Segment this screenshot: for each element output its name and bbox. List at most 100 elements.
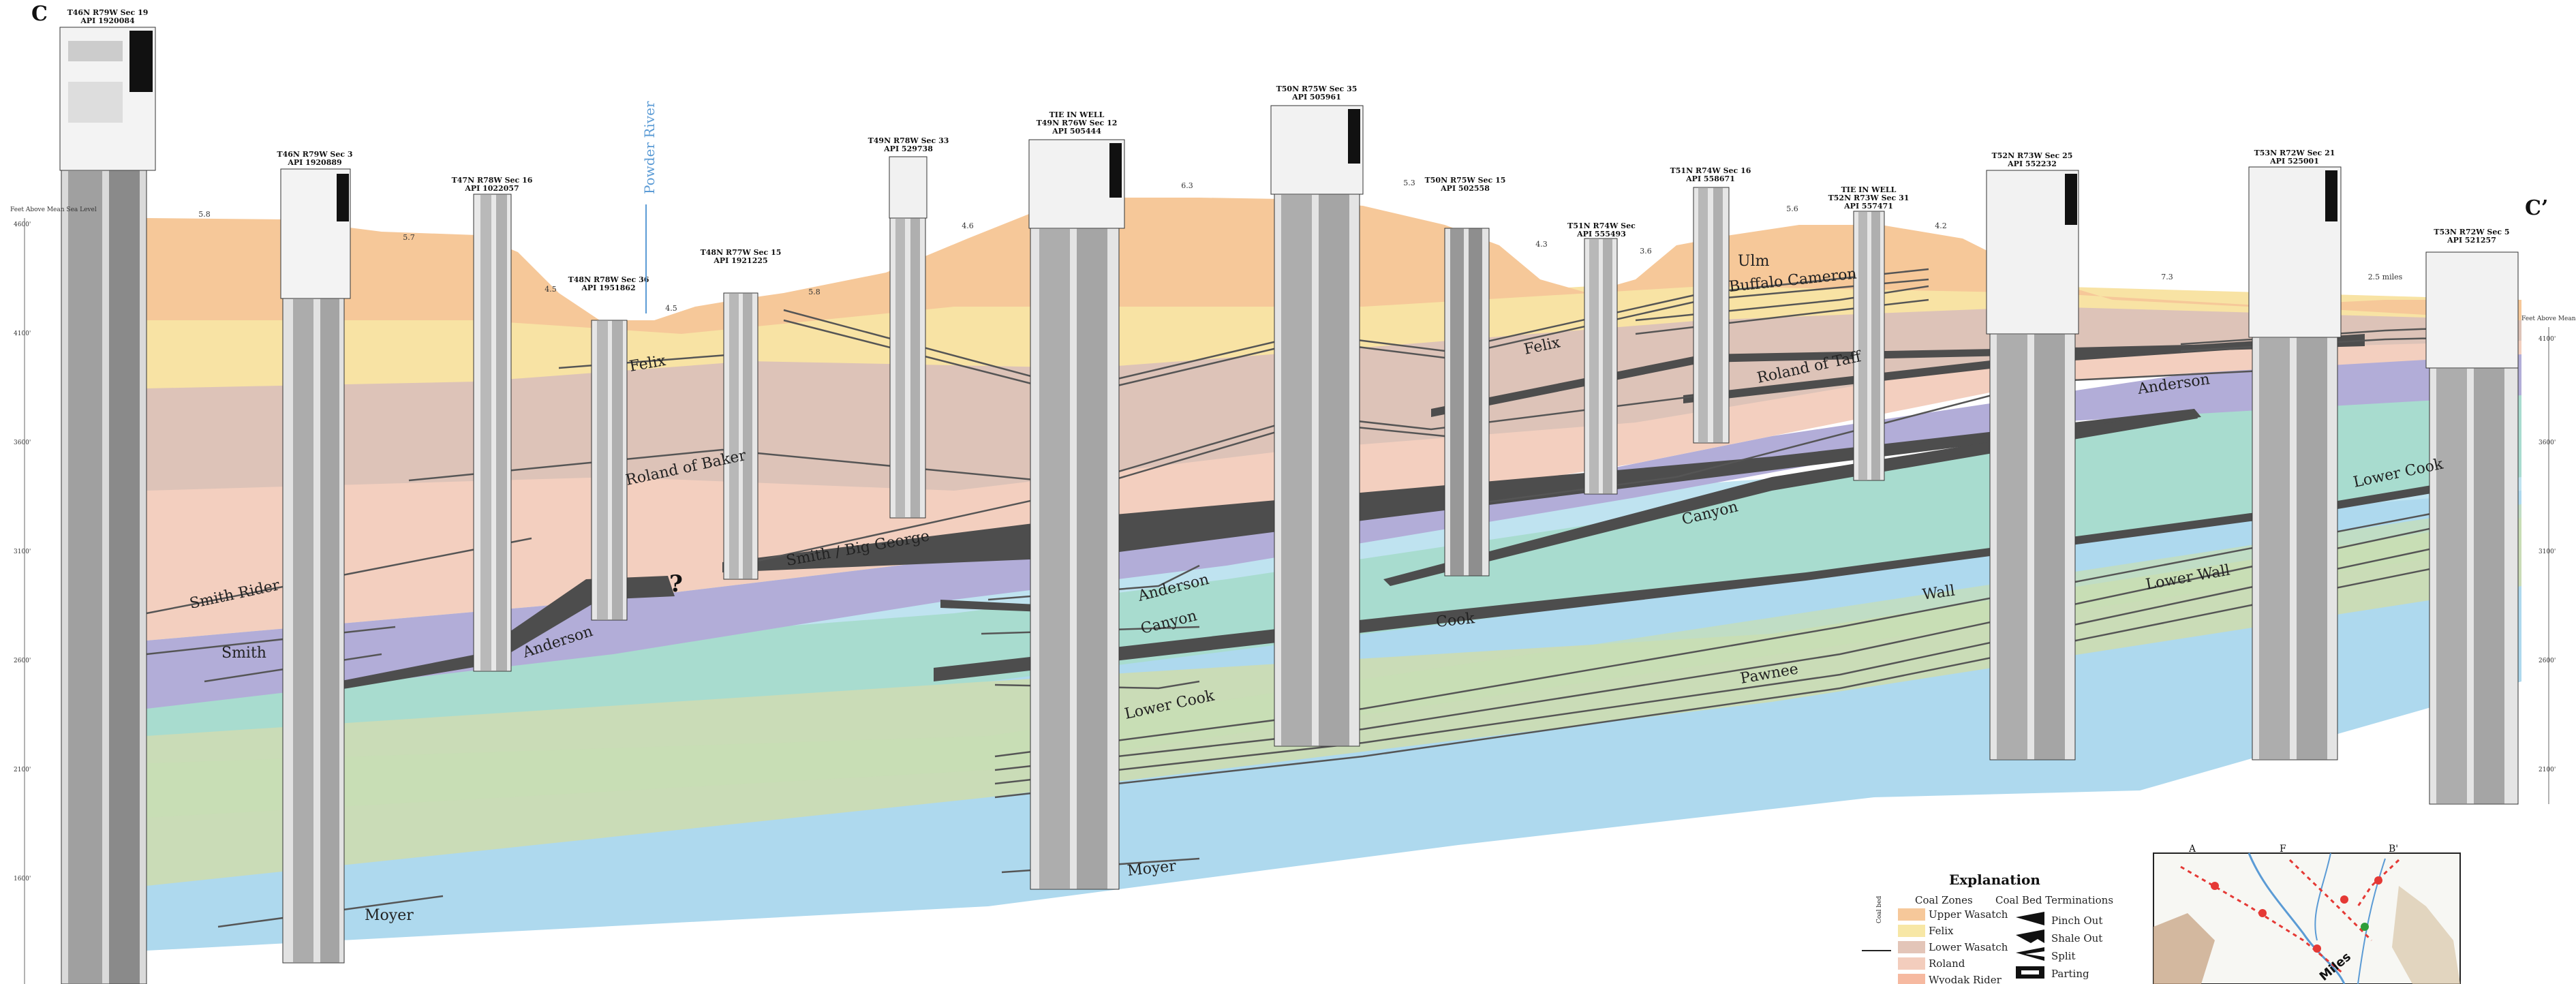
well-8-header: T50N R75W Sec 35 API 505961 bbox=[1276, 84, 1358, 102]
legend-split-icon bbox=[2016, 947, 2044, 961]
map-label-f: F bbox=[2280, 844, 2286, 855]
distance-8: 5.3 bbox=[1403, 179, 1415, 187]
label-moyer-west: Moyer bbox=[365, 907, 414, 924]
elevation-axis-left-title: Feet Above Mean Sea Level bbox=[10, 206, 97, 213]
legend-swatch-upper-wasatch bbox=[1898, 908, 1925, 921]
well-log-8 bbox=[1270, 105, 1364, 747]
band-wall bbox=[147, 504, 2521, 818]
well-3-header: T47N R78W Sec 16 API 1022057 bbox=[452, 176, 533, 193]
legend-title: Explanation bbox=[1949, 872, 2040, 888]
distance-12: 4.2 bbox=[1935, 221, 1947, 230]
legend-terminations-header: Coal Bed Terminations bbox=[1995, 894, 2113, 906]
legend-swatch-lower-wasatch bbox=[1898, 941, 1925, 953]
elevation-tick-left-2: 3600' bbox=[14, 440, 31, 446]
elevation-tick-left-4: 2600' bbox=[14, 658, 31, 664]
distance-10: 3.6 bbox=[1640, 247, 1652, 256]
well-log-7 bbox=[1028, 139, 1125, 890]
well-7-header: TIE IN WELL T49N R76W Sec 12 API 505444 bbox=[1037, 110, 1118, 136]
legend-swatch-wyodak-rider bbox=[1898, 974, 1925, 984]
map-label-b-prime: B' bbox=[2389, 844, 2398, 855]
distance-2: 5.7 bbox=[403, 233, 415, 242]
legend-zone-lower-wasatch: Lower Wasatch bbox=[1929, 941, 2008, 953]
band-canyon bbox=[147, 354, 2521, 736]
well-logs bbox=[59, 27, 2519, 984]
section-start-letter: C bbox=[31, 2, 48, 26]
legend-term-pinch-out: Pinch Out bbox=[2051, 914, 2102, 927]
river-label: Powder River bbox=[641, 101, 658, 194]
distance-3: 4.5 bbox=[545, 285, 557, 294]
well-log-1 bbox=[59, 27, 156, 984]
elevation-tick-right-1: 4100' bbox=[2539, 336, 2556, 343]
elevation-tick-left-3: 3100' bbox=[14, 549, 31, 555]
elevation-axis-right: Feet Above Mean Sea Level 4100' 3600' 31… bbox=[2521, 316, 2576, 804]
legend-term-parting: Parting bbox=[2051, 968, 2089, 980]
section-end-letter: C’ bbox=[2525, 196, 2548, 220]
well-headers: T46N R79W Sec 19 API 1920084 T46N R79W Se… bbox=[67, 8, 2510, 292]
map-label-a: A bbox=[2188, 844, 2196, 855]
coal-canyon-wedge bbox=[1383, 409, 2198, 586]
well-log-4 bbox=[591, 320, 628, 621]
elevation-tick-left-6: 1600' bbox=[14, 876, 31, 882]
coal-anderson-west bbox=[286, 576, 675, 698]
well-6-header: T49N R78W Sec 33 API 529738 bbox=[868, 136, 949, 153]
pinch-question-mark: ? bbox=[669, 570, 683, 598]
well-15-header: T53N R72W Sec 5 API 521257 bbox=[2434, 228, 2509, 245]
elevation-tick-right-2: 3600' bbox=[2539, 440, 2556, 446]
well-log-6 bbox=[889, 156, 927, 519]
well-5-header: T48N R77W Sec 15 API 1921225 bbox=[701, 248, 782, 265]
legend-term-split: Split bbox=[2051, 950, 2076, 962]
legend-zone-upper-wasatch: Upper Wasatch bbox=[1929, 908, 2008, 921]
well-log-13 bbox=[1986, 170, 2079, 760]
distance-7: 6.3 bbox=[1181, 181, 1193, 190]
well-log-12 bbox=[1853, 211, 1885, 481]
legend-pinch-out-icon bbox=[2016, 912, 2044, 925]
distance-14: 2.5 miles bbox=[2368, 273, 2403, 281]
legend: Explanation Coal Zones Coal Bed Terminat… bbox=[1862, 872, 2113, 984]
well-log-11 bbox=[1693, 187, 1730, 444]
distance-13: 7.3 bbox=[2161, 273, 2173, 281]
label-cook: Cook bbox=[1435, 610, 1476, 631]
well-13-header: T52N R73W Sec 25 API 552232 bbox=[1992, 151, 2073, 168]
legend-zone-felix: Felix bbox=[1929, 925, 1954, 937]
distance-5: 5.8 bbox=[808, 288, 821, 296]
well-11-header: T51N R74W Sec 16 API 558671 bbox=[1670, 166, 1751, 183]
well-4-header: T48N R78W Sec 36 API 1951862 bbox=[568, 275, 649, 292]
well-log-10 bbox=[1584, 238, 1618, 495]
coal-anderson-east bbox=[1683, 334, 2365, 403]
elevation-tick-left-0: 4600' bbox=[14, 221, 31, 228]
elevation-tick-right-3: 3100' bbox=[2539, 549, 2556, 555]
well-9-header: T50N R75W Sec 15 API 502558 bbox=[1425, 176, 1506, 193]
well-log-5 bbox=[723, 292, 758, 580]
well-log-15 bbox=[2425, 251, 2519, 805]
distance-9: 4.3 bbox=[1535, 240, 1548, 249]
location-map-inset: A F B' Miles bbox=[2153, 844, 2461, 984]
label-ulm: Ulm bbox=[1738, 253, 1770, 270]
well-log-2 bbox=[280, 168, 351, 964]
well-10-header: T51N R74W Sec API 555493 bbox=[1567, 221, 1636, 239]
well-distances: 5.8 5.7 4.5 4.5 5.8 4.6 6.3 5.3 4.3 3.6 … bbox=[198, 179, 2402, 313]
elevation-axis-left: Feet Above Mean Sea Level 4600' 4100' 36… bbox=[10, 206, 97, 984]
well-2-header: T46N R79W Sec 3 API 1920889 bbox=[277, 150, 352, 167]
elevation-tick-right-5: 2100' bbox=[2539, 767, 2556, 773]
well-14-header: T53N R72W Sec 21 API 525001 bbox=[2254, 149, 2335, 166]
elevation-tick-right-4: 2600' bbox=[2539, 658, 2556, 664]
legend-swatch-roland bbox=[1898, 957, 1925, 970]
elevation-axis-right-title: Feet Above Mean Sea Level bbox=[2521, 316, 2576, 322]
legend-zones-header: Coal Zones bbox=[1915, 894, 1973, 906]
legend-swatch-felix bbox=[1898, 925, 1925, 937]
well-12-header: TIE IN WELL T52N R73W Sec 31 API 557471 bbox=[1828, 185, 1910, 211]
legend-parting-icon bbox=[2016, 966, 2044, 979]
well-log-9 bbox=[1444, 228, 1490, 576]
legend-term-shale-out: Shale Out bbox=[2051, 932, 2102, 944]
distance-1: 5.8 bbox=[198, 210, 211, 219]
distance-6: 4.6 bbox=[962, 221, 974, 230]
distance-11: 5.6 bbox=[1786, 204, 1798, 213]
well-log-3 bbox=[473, 194, 512, 672]
legend-coal-bed-label: Coal bed bbox=[1876, 896, 1883, 923]
label-smith: Smith bbox=[221, 645, 266, 662]
well-log-14 bbox=[2248, 166, 2342, 760]
elevation-tick-left-5: 2100' bbox=[14, 767, 31, 773]
elevation-tick-left-1: 4100' bbox=[14, 330, 31, 337]
legend-zone-roland: Roland bbox=[1929, 957, 1965, 970]
